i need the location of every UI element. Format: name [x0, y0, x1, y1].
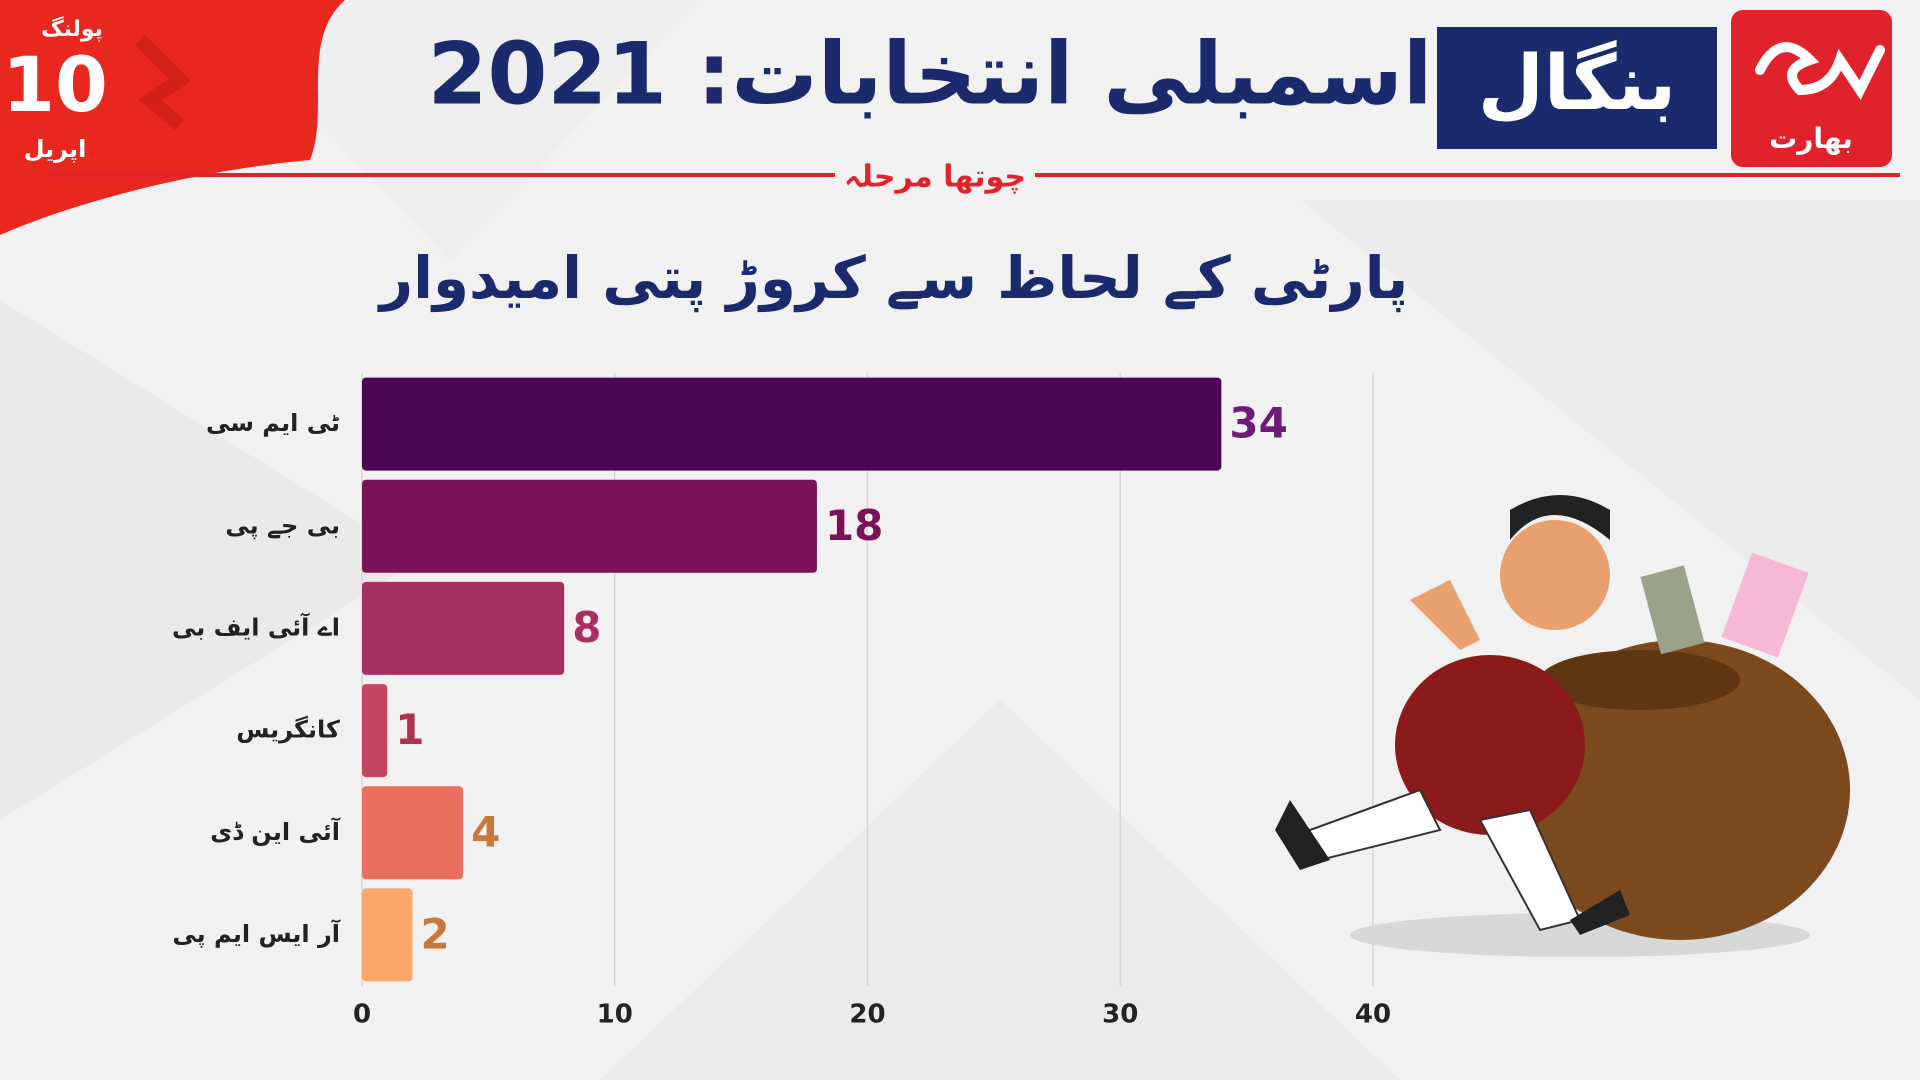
chart-title: پارٹی کے لحاظ سے کروڑ پتی امیدوار [377, 244, 1409, 313]
x-tick-label: 10 [597, 1000, 633, 1030]
bar [362, 377, 1222, 471]
state-box [1437, 27, 1717, 149]
bar [362, 786, 464, 880]
value-label: 2 [421, 909, 450, 958]
bar [362, 684, 388, 778]
value-label: 34 [1229, 399, 1287, 448]
value-label: 1 [395, 705, 424, 754]
phase: چوتھا مرحلہ [844, 160, 1026, 195]
title: اسمبلی انتخابات: 2021 [428, 24, 1433, 124]
logo: بھارت [1731, 10, 1892, 167]
category-label: کانگریس [236, 716, 340, 744]
state: بنگال [1478, 38, 1676, 127]
category-label: آئی این ڈی [210, 817, 341, 846]
x-tick-label: 30 [1102, 1000, 1138, 1030]
value-label: 18 [825, 501, 883, 550]
logo-text: بھارت [1769, 122, 1853, 155]
polling-label: پولنگ [41, 15, 103, 42]
value-label: 8 [572, 603, 601, 652]
bar [362, 479, 817, 573]
bar [362, 888, 413, 982]
x-tick-label: 0 [353, 1000, 371, 1030]
category-label: اے آئی ایف بی [172, 612, 340, 641]
value-label: 4 [471, 807, 500, 856]
polling-day: 10 [2, 40, 108, 129]
x-tick-label: 20 [849, 1000, 885, 1030]
x-tick-label: 40 [1355, 1000, 1391, 1030]
illustration [1275, 495, 1850, 957]
bar [362, 581, 565, 675]
category-label: آر ایس ایم پی [172, 919, 340, 948]
category-label: بی جے پی [225, 511, 340, 539]
date-flag: پولنگ 10 اپریل [0, 0, 345, 235]
category-label: ٹی ایم سی [206, 409, 340, 437]
polling-month: اپریل [24, 135, 87, 163]
